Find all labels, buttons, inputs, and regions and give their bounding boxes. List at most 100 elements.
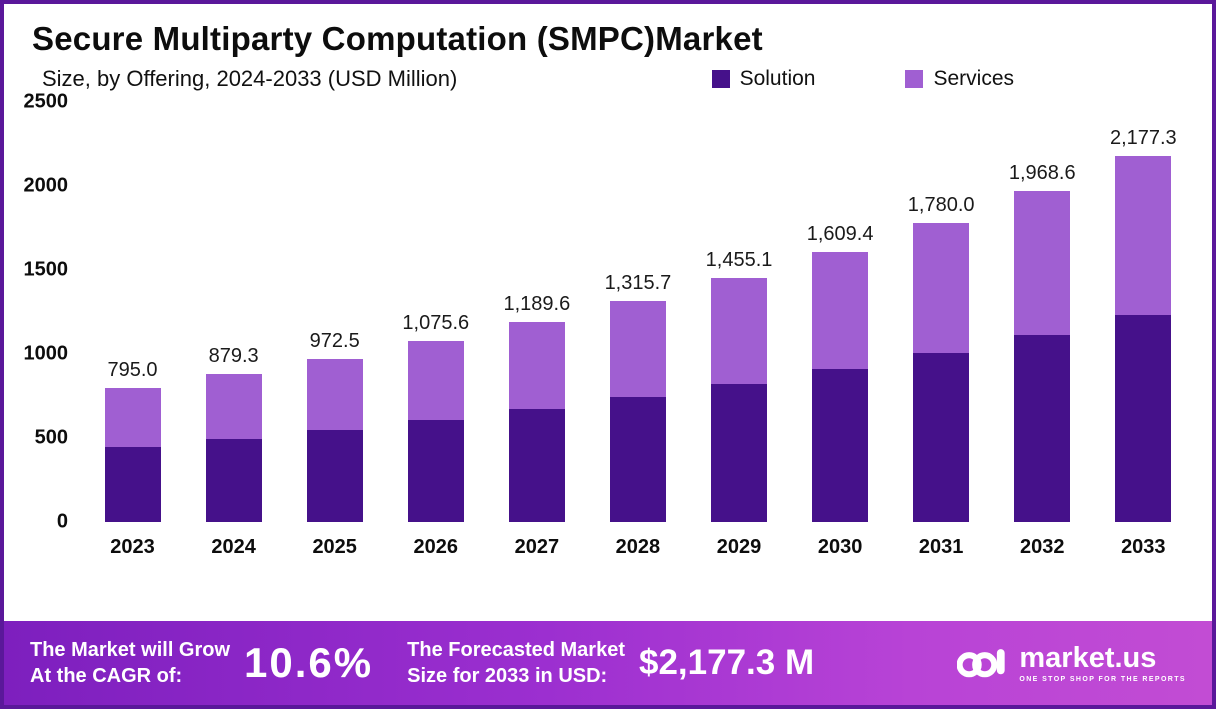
bar-column: 795.0 2023 xyxy=(83,102,183,559)
bar-segment-services xyxy=(812,251,869,370)
cagr-caption: The Market will Grow At the CAGR of: xyxy=(30,637,230,689)
header: Secure Multiparty Computation (SMPC)Mark… xyxy=(4,4,1212,92)
bar-segment-services xyxy=(508,322,565,410)
bar-segment-solution xyxy=(609,397,666,522)
y-tick-label: 1500 xyxy=(23,258,69,281)
bar-column: 1,455.1 2029 xyxy=(689,102,789,559)
bar-segment-solution xyxy=(812,369,869,522)
plot-area: 795.0 2023 879.3 2024 972.5 2025 1,075.6 2026 1,… xyxy=(82,102,1194,559)
cagr-caption-line1: The Market will Grow xyxy=(30,639,231,661)
bar-segment-solution xyxy=(1014,335,1071,522)
bar-total-label: 1,968.6 xyxy=(1008,162,1076,185)
bar-total-label: 972.5 xyxy=(309,329,360,352)
forecast-value: $2,177.3 M xyxy=(639,643,815,682)
bar-segment-services xyxy=(1115,156,1172,316)
bar-total-label: 1,189.6 xyxy=(503,293,571,316)
brand-tagline: ONE STOP SHOP FOR THE REPORTS xyxy=(1019,675,1186,683)
bar-total-label: 1,455.1 xyxy=(705,248,773,271)
page-title: Secure Multiparty Computation (SMPC)Mark… xyxy=(32,20,763,57)
x-axis-label: 2029 xyxy=(716,536,762,558)
bar-segment-services xyxy=(711,277,767,384)
bar-total-label: 879.3 xyxy=(208,345,259,368)
bar-column: 1,189.6 2027 xyxy=(487,102,587,559)
bar-total-label: 1,315.7 xyxy=(604,271,672,294)
bar-stack: 1,455.1 xyxy=(689,102,789,522)
forecast-caption: The Forecasted Market Size for 2033 in U… xyxy=(407,637,625,689)
bar-stack: 795.0 xyxy=(83,102,183,522)
brand-name: market.us xyxy=(1019,641,1157,674)
forecast-caption-line2: Size for 2033 in USD: xyxy=(407,665,608,687)
y-tick-label: 500 xyxy=(34,426,68,449)
bar-column: 879.3 2024 xyxy=(184,102,284,559)
bar-segment-solution xyxy=(407,419,464,522)
bar-total-label: 795.0 xyxy=(107,359,158,382)
legend-item-solution: Solution xyxy=(711,67,816,91)
bar-column: 1,968.6 2032 xyxy=(992,102,1092,559)
cagr-caption-line2: At the CAGR of: xyxy=(30,665,183,687)
subtitle-row: Size, by Offering, 2024-2033 (USD Millio… xyxy=(32,66,1184,92)
chart-subtitle: Size, by Offering, 2024-2033 (USD Millio… xyxy=(42,66,458,91)
bar-stack: 1,780.0 xyxy=(891,102,991,522)
x-axis-label: 2030 xyxy=(817,536,863,558)
brand-text: market.us ONE STOP SHOP FOR THE REPORTS xyxy=(1019,641,1186,683)
x-axis-label: 2033 xyxy=(1121,536,1166,558)
legend-label: Solution xyxy=(739,67,816,90)
bar-segment-services xyxy=(609,300,666,398)
bar-segment-services xyxy=(306,358,363,430)
services-swatch-icon xyxy=(905,70,924,88)
bar-total-label: 1,075.6 xyxy=(402,312,470,335)
bar-stack: 972.5 xyxy=(285,102,385,522)
bar-column: 1,075.6 2026 xyxy=(386,102,486,559)
y-tick-label: 2000 xyxy=(23,174,69,197)
bar-total-label: 2,177.3 xyxy=(1109,127,1177,150)
bar-segment-solution xyxy=(104,446,161,522)
x-axis-label: 2023 xyxy=(110,536,155,558)
x-axis-label: 2032 xyxy=(1019,536,1065,558)
bar-segment-solution xyxy=(306,429,363,522)
legend-item-services: Services xyxy=(905,67,1014,91)
bar-segment-services xyxy=(104,388,161,447)
bar-stack: 1,968.6 xyxy=(992,102,1092,522)
legend-label: Services xyxy=(933,67,1014,90)
x-axis-label: 2028 xyxy=(615,536,661,558)
cagr-value: 10.6% xyxy=(244,639,374,686)
footer-banner: The Market will Grow At the CAGR of: 10.… xyxy=(4,621,1212,705)
x-axis-label: 2024 xyxy=(211,536,256,558)
bar-stack: 1,315.7 xyxy=(588,102,688,522)
bar-segment-services xyxy=(407,341,464,420)
y-tick-label: 0 xyxy=(56,510,68,533)
bar-column: 1,315.7 2028 xyxy=(588,102,688,559)
bar-segment-services xyxy=(205,374,262,439)
brand-block: market.us ONE STOP SHOP FOR THE REPORTS xyxy=(957,643,1186,683)
x-axis-label: 2031 xyxy=(918,536,964,558)
bar-stack: 2,177.3 xyxy=(1093,102,1193,522)
bar-total-label: 1,609.4 xyxy=(806,222,874,245)
bar-segment-solution xyxy=(711,383,767,522)
bar-total-label: 1,780.0 xyxy=(907,193,975,216)
x-axis-label: 2025 xyxy=(312,536,357,558)
bar-stack: 879.3 xyxy=(184,102,284,522)
legend: Solution Services xyxy=(711,67,1014,91)
bar-stack: 1,189.6 xyxy=(487,102,587,522)
bar-column: 2,177.3 2033 xyxy=(1093,102,1193,559)
bar-segment-solution xyxy=(508,409,565,522)
y-tick-label: 2500 xyxy=(23,90,69,113)
chart: 0 500 1000 1500 2000 2500 795.0 2023 879.3 2024 9… xyxy=(4,91,1212,559)
bar-column: 1,780.0 2031 xyxy=(891,102,991,559)
bar-segment-services xyxy=(1014,191,1071,336)
bar-segment-solution xyxy=(205,438,262,522)
bar-column: 1,609.4 2030 xyxy=(790,102,890,559)
forecast-caption-line1: The Forecasted Market xyxy=(407,639,625,661)
bar-stack: 1,075.6 xyxy=(386,102,486,522)
bar-column: 972.5 2025 xyxy=(285,102,385,559)
bar-segment-services xyxy=(913,222,970,354)
x-axis-label: 2026 xyxy=(413,536,459,558)
y-axis: 0 500 1000 1500 2000 2500 xyxy=(4,91,82,533)
solution-swatch-icon xyxy=(711,70,730,88)
bar-segment-solution xyxy=(1115,315,1172,522)
y-tick-label: 1000 xyxy=(23,342,69,365)
bar-stack: 1,609.4 xyxy=(790,102,890,522)
x-axis-label: 2027 xyxy=(514,536,560,558)
bar-segment-solution xyxy=(913,353,970,522)
marketus-logo-icon xyxy=(957,649,1006,678)
